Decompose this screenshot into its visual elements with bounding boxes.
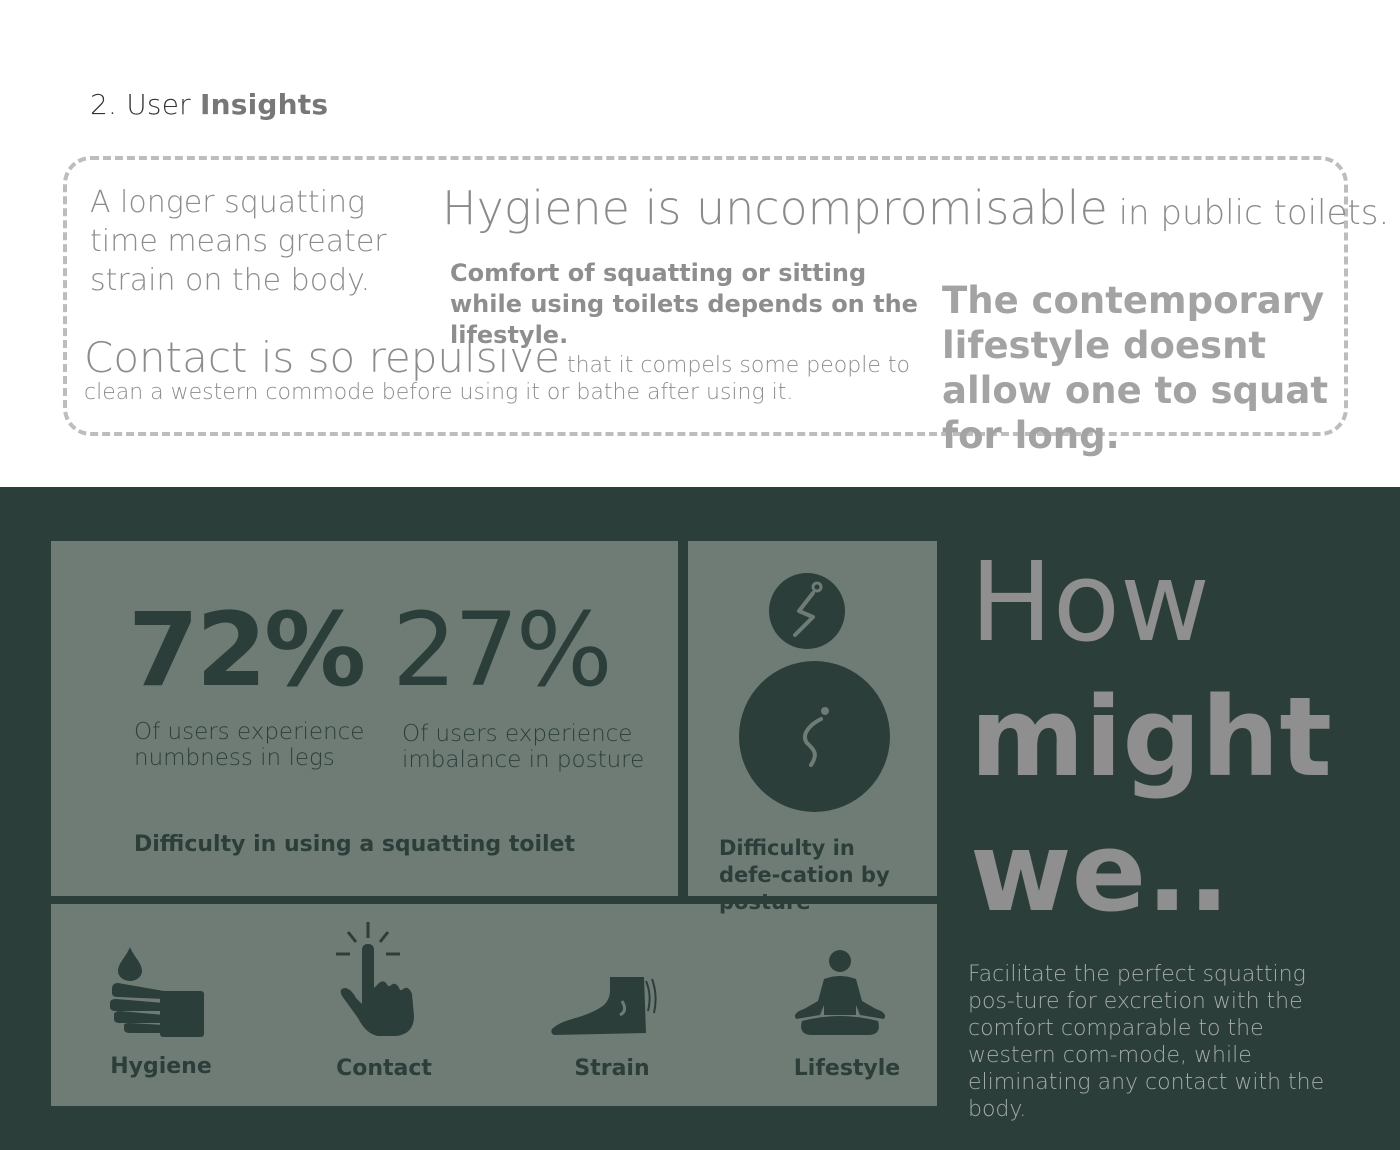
hmw-line: might [970,673,1332,801]
stat-description: Of users experience imbalance in posture [402,721,645,773]
lifestyle-icon [788,949,892,1043]
section-title-bold: Insights [199,88,329,121]
hmw-title: How might we.. [970,535,1370,940]
stat-value: 72% [128,591,366,710]
contact-icon [334,920,424,1044]
icon-label-hygiene: Hygiene [110,1054,212,1079]
section-title-prefix: 2. User [90,88,191,121]
icon-label-strain: Strain [574,1056,650,1081]
icon-label-lifestyle: Lifestyle [793,1056,901,1081]
hmw-line: How [970,538,1210,666]
stat-description: Of users experience numbness in legs [134,719,365,771]
posture-large-icon [739,661,890,812]
section-title: 2. User Insights [90,88,328,121]
insight-contact-small: that it compels some people to clean a w… [84,353,910,405]
insight-hygiene: Hygiene is uncompromisable in public toi… [442,180,1389,238]
posture-caption: Difficulty in defe-cation by posture [719,836,890,914]
insight-contact-big: Contact is so repulsive [84,333,560,382]
insight-comfort: Comfort of squatting or sitting while us… [450,259,918,349]
squat-panel [51,541,678,896]
insight-contact: Contact is so repulsive that it compels … [84,336,934,406]
stat-value: 27% [392,591,613,710]
insight-hygiene-big: Hygiene is uncompromisable [442,181,1108,235]
insight-contemporary: The contemporary lifestyle doesnt allow … [942,279,1329,457]
insight-hygiene-small: in public toilets. [1107,193,1390,233]
squat-caption: Difficulty in using a squatting toilet [134,832,575,857]
hmw-line: we.. [970,808,1230,936]
icon-label-contact: Contact [336,1056,432,1081]
insight-strain: A longer squatting time means greater st… [90,185,387,298]
insights-box [63,156,1348,436]
hygiene-icon [108,945,208,1044]
strain-icon [548,975,658,1043]
posture-small-icon [769,573,845,649]
hmw-description: Facilitate the perfect squatting pos-tur… [968,962,1325,1122]
